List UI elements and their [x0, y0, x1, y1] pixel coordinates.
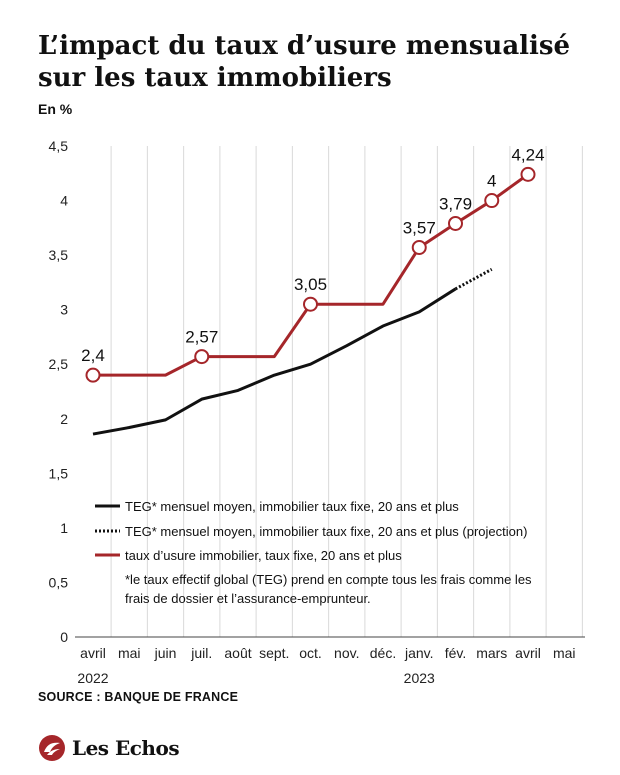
y-tick-label: 2	[60, 411, 68, 427]
les-echos-logo-icon	[39, 735, 65, 761]
x-tick-label: mai	[553, 645, 576, 661]
x-tick-label: juin	[154, 645, 177, 661]
x-tick-label: juil.	[190, 645, 212, 661]
x-tick-label: fév.	[445, 645, 467, 661]
source-note: SOURCE : BANQUE DE FRANCE	[38, 690, 239, 704]
data-label: 4	[487, 172, 496, 191]
x-tick-label: déc.	[370, 645, 396, 661]
y-tick-label: 3	[60, 302, 68, 318]
legend-label-0: TEG* mensuel moyen, immobilier taux fixe…	[125, 499, 459, 514]
brand-logo: Les Echos	[38, 734, 180, 762]
data-label: 2,57	[185, 328, 218, 347]
x-tick-label: avril	[80, 645, 106, 661]
data-point-marker	[484, 193, 500, 209]
legend-label-2: taux d’usure immobilier, taux fixe, 20 a…	[125, 548, 402, 563]
y-tick-label: 4,5	[49, 138, 69, 154]
unit-label: En %	[38, 101, 73, 117]
data-point-marker	[520, 166, 536, 182]
legend-label-1: TEG* mensuel moyen, immobilier taux fixe…	[125, 524, 527, 539]
y-tick-label: 0,5	[49, 574, 69, 590]
x-tick-label: mai	[118, 645, 141, 661]
x-tick-label: août	[224, 645, 251, 661]
y-tick-label: 4	[60, 193, 68, 209]
data-point-marker	[194, 349, 210, 365]
data-point-marker	[448, 215, 463, 231]
y-tick-label: 3,5	[49, 247, 69, 263]
series-line-1	[454, 267, 493, 291]
data-label: 2,4	[81, 346, 105, 365]
chart-markers: 2,4 2,57 3,05 3,573,79 4 4,24	[81, 145, 545, 383]
x-tick-label: mars	[476, 645, 507, 661]
data-label: 3,57	[403, 218, 436, 237]
x-tick-label: janv.	[404, 645, 434, 661]
footnote-line: frais de dossier et l’assurance-emprunte…	[125, 591, 371, 606]
y-tick-label: 1,5	[49, 465, 69, 481]
y-tick-label: 2,5	[49, 356, 69, 372]
chart-title: L’impact du taux d’usure mensualisé sur …	[38, 31, 571, 93]
data-point-marker	[411, 239, 427, 255]
year-label: 2023	[404, 670, 435, 686]
chart-legend: TEG* mensuel moyen, immobilier taux fixe…	[95, 499, 532, 606]
year-label: 2022	[77, 670, 108, 686]
data-label: 3,05	[294, 275, 327, 294]
brand-name: Les Echos	[72, 736, 180, 760]
x-tick-label: oct.	[299, 645, 322, 661]
x-tick-label: avril	[515, 645, 541, 661]
series-line-0	[92, 287, 457, 436]
x-tick-label: sept.	[259, 645, 289, 661]
chart-grid	[110, 146, 583, 637]
y-tick-label: 1	[60, 520, 68, 536]
y-tick-label: 0	[60, 629, 68, 645]
data-label: 4,24	[511, 145, 544, 164]
footnote-line: *le taux effectif global (TEG) prend en …	[125, 572, 532, 587]
x-tick-label: nov.	[334, 645, 359, 661]
data-point-marker	[85, 367, 101, 383]
data-label: 3,79	[439, 194, 472, 213]
data-point-marker	[303, 296, 318, 312]
